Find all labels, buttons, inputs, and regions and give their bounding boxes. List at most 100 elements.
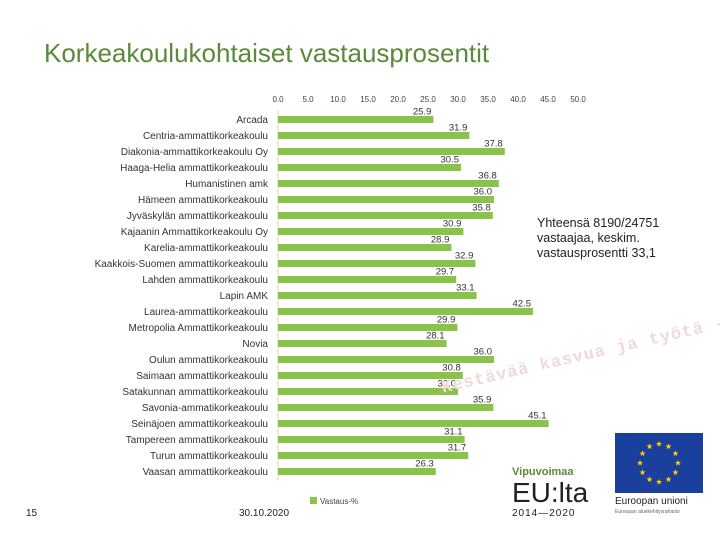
category-label: Centria-ammattikorkeakoulu — [143, 131, 268, 142]
bar — [278, 132, 470, 139]
bar — [278, 404, 494, 411]
value-label: 26.3 — [415, 459, 434, 470]
bar — [278, 148, 505, 155]
eu-sublabel: Euroopan aluekehitysrahasto — [615, 509, 680, 515]
bar — [278, 228, 464, 235]
bar — [278, 324, 458, 331]
category-label: Metropolia Ammattikorkeakoulu — [128, 323, 268, 334]
bar — [278, 244, 452, 251]
x-tick-label: 15.0 — [360, 95, 376, 104]
category-label: Kajaanin Ammattikorkeakoulu Oy — [121, 227, 268, 238]
eu-flag-icon — [615, 433, 703, 493]
eu-star-icon — [639, 469, 646, 476]
bar — [278, 164, 461, 171]
value-label: 33.1 — [456, 283, 475, 294]
x-tick-label: 50.0 — [570, 95, 586, 104]
category-label: Turun ammattikorkeakoulu — [150, 451, 268, 462]
category-label: Lapin AMK — [220, 291, 269, 302]
category-label: Arcada — [236, 115, 268, 126]
eu-star-icon — [655, 478, 663, 485]
bar — [278, 116, 434, 123]
slide-title: Korkeakoulukohtaiset vastausprosentit — [44, 38, 490, 68]
category-label: Diakonia-ammattikorkeakoulu Oy — [121, 147, 268, 158]
category-label: Laurea-ammattikorkeakoulu — [144, 307, 268, 318]
category-label: Jyväskylän ammattikorkeakoulu — [127, 211, 268, 222]
eu-star-icon — [639, 450, 646, 457]
x-tick-label: 45.0 — [540, 95, 556, 104]
value-label: 30.5 — [441, 155, 460, 166]
x-tick-label: 0.0 — [272, 95, 284, 104]
bar — [278, 276, 457, 283]
value-label: 36.0 — [474, 187, 493, 198]
value-label: 30.9 — [443, 219, 462, 230]
bar — [278, 340, 447, 347]
x-axis-ticks: 0.0 5.0 10.0 15.0 20.0 25.0 30.0 35.0 40.0 45.0 50… — [272, 95, 586, 104]
category-label: Novia — [242, 339, 268, 350]
x-tick-label: 35.0 — [480, 95, 496, 104]
category-label: Tampereen ammattikorkeakoulu — [126, 435, 268, 446]
eu-star-icon — [636, 459, 644, 466]
eu-star-icon — [655, 440, 663, 447]
bar — [278, 388, 458, 395]
category-labels: Arcada Centria-ammattikorkeakoulu Diakonia… — [95, 115, 269, 478]
value-label: 37.8 — [484, 139, 503, 150]
eu-star-icon — [646, 443, 653, 450]
eu-star-icon — [646, 476, 653, 483]
value-label: 29.9 — [437, 315, 456, 326]
x-tick-label: 30.0 — [450, 95, 466, 104]
category-label: Humanistinen amk — [185, 179, 269, 190]
eu-star-icon — [672, 469, 679, 476]
value-label: 30.8 — [442, 363, 461, 374]
value-label: 30.0 — [438, 379, 457, 390]
logo-main-text: EU:lta — [512, 477, 589, 508]
category-label: Saimaan ammattikorkeakoulu — [136, 371, 268, 382]
value-label: 36.8 — [478, 171, 497, 182]
category-label: Karelia-ammattikorkeakoulu — [144, 243, 268, 254]
logo-top-text: Vipuvoimaa — [512, 466, 574, 478]
category-label: Oulun ammattikorkeakoulu — [149, 355, 268, 366]
value-label: 32.9 — [455, 251, 474, 262]
value-label: 31.1 — [444, 427, 463, 438]
category-label: Hämeen ammattikorkeakoulu — [138, 195, 268, 206]
value-label: 35.9 — [473, 395, 492, 406]
value-label: 36.0 — [474, 347, 493, 358]
x-tick-label: 10.0 — [330, 95, 346, 104]
eu-label: Euroopan unioni — [615, 496, 688, 507]
bars — [278, 116, 549, 475]
value-label: 42.5 — [513, 299, 532, 310]
bar — [278, 356, 494, 363]
eu-star-icon — [674, 459, 682, 466]
eu-star-icon — [665, 443, 672, 450]
legend-label: Vastaus-% — [320, 497, 358, 506]
bar — [278, 260, 476, 267]
category-label: Lahden ammattikorkeakoulu — [142, 275, 268, 286]
x-tick-label: 5.0 — [302, 95, 314, 104]
date: 30.10.2020 — [239, 508, 290, 519]
logo-years-text: 2014—2020 — [512, 508, 576, 519]
bar — [278, 452, 469, 459]
bar — [278, 420, 549, 427]
value-label: 45.1 — [528, 411, 547, 422]
category-label: Savonia-ammatikorkeakoulu — [142, 403, 268, 414]
value-label: 28.9 — [431, 235, 450, 246]
legend-swatch — [310, 497, 317, 504]
eu-star-icon — [672, 450, 679, 457]
bar — [278, 468, 436, 475]
bar — [278, 212, 493, 219]
value-labels: 25.9 31.9 37.8 30.5 36.8 36.0 35.8 30.9 28.9 32.9… — [413, 107, 547, 470]
bar — [278, 436, 465, 443]
value-label: 29.7 — [436, 267, 455, 278]
category-label: Seinäjoen ammattikorkeakoulu — [131, 419, 268, 430]
page-number: 15 — [26, 508, 38, 519]
x-tick-label: 25.0 — [420, 95, 436, 104]
eulta-logo: Vipuvoimaa EU:lta 2014—2020 — [512, 466, 608, 526]
value-label: 35.8 — [472, 203, 491, 214]
bar — [278, 308, 533, 315]
value-label: 25.9 — [413, 107, 432, 118]
category-label: Satakunnan ammattikorkeakoulu — [122, 387, 268, 398]
category-label: Haaga-Helia ammattikorkeakoulu — [120, 163, 268, 174]
value-label: 31.9 — [449, 123, 468, 134]
bar — [278, 196, 494, 203]
bar — [278, 292, 477, 299]
